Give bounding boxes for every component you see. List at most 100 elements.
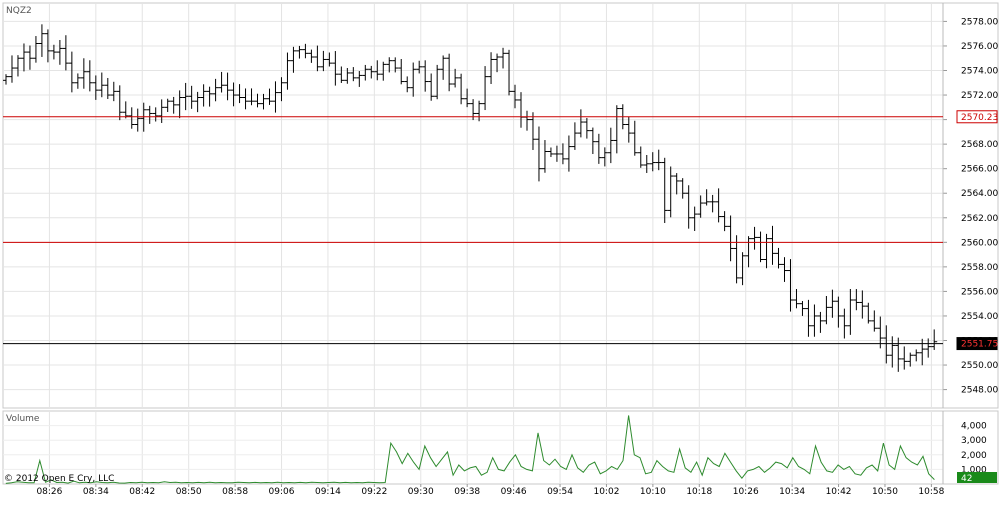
ohlc-bar bbox=[541, 140, 548, 173]
time-tick-label: 09:38 bbox=[454, 487, 480, 497]
ohlc-bar bbox=[356, 71, 363, 87]
ohlc-bar bbox=[230, 82, 237, 107]
ohlc-bar bbox=[410, 62, 417, 97]
ohlc-bar bbox=[416, 60, 423, 74]
ohlc-bar bbox=[637, 146, 644, 168]
ohlc-bar bbox=[56, 39, 63, 65]
ohlc-bar bbox=[907, 352, 914, 367]
ohlc-bar bbox=[188, 85, 195, 109]
ohlc-bar bbox=[332, 51, 339, 86]
ohlc-bar bbox=[613, 105, 620, 154]
time-tick-label: 10:18 bbox=[686, 487, 712, 497]
ohlc-bar bbox=[565, 135, 572, 172]
ohlc-bar bbox=[368, 65, 375, 79]
time-tick-label: 10:10 bbox=[640, 487, 666, 497]
ohlc-bar bbox=[805, 299, 812, 337]
ohlc-bar bbox=[278, 77, 285, 102]
price-label-box bbox=[956, 110, 998, 124]
ohlc-bar bbox=[14, 55, 21, 77]
ohlc-bar bbox=[488, 52, 495, 84]
ohlc-bar bbox=[284, 52, 291, 90]
ohlc-bar bbox=[104, 77, 111, 99]
ohlc-bar bbox=[320, 50, 327, 72]
ohlc-bar bbox=[314, 45, 321, 72]
volume-tick-label: 4,000 bbox=[961, 422, 987, 432]
price-tick-label: 2568.00 bbox=[961, 140, 998, 150]
ohlc-bar bbox=[769, 225, 776, 265]
ohlc-bar bbox=[529, 112, 536, 150]
ohlc-bar bbox=[847, 288, 854, 335]
ohlc-bar bbox=[152, 107, 159, 122]
ohlc-bar bbox=[877, 316, 884, 349]
ohlc-bar bbox=[901, 346, 908, 370]
ohlc-bar bbox=[925, 338, 932, 358]
ohlc-bar bbox=[422, 60, 429, 92]
ohlc-bar bbox=[428, 73, 435, 101]
ohlc-bar bbox=[745, 236, 752, 268]
ohlc-bar bbox=[661, 157, 668, 223]
ohlc-bar bbox=[883, 325, 890, 364]
time-tick-label: 10:42 bbox=[826, 487, 852, 497]
ohlc-bar bbox=[871, 310, 878, 332]
price-tick-label: 2556.00 bbox=[961, 287, 998, 297]
time-tick-label: 10:58 bbox=[918, 487, 944, 497]
copyright-text: © 2012 Open E Cry, LLC bbox=[4, 474, 114, 484]
ohlc-bar bbox=[50, 44, 57, 60]
ohlc-bar bbox=[392, 57, 399, 73]
ohlc-bar bbox=[98, 72, 105, 98]
volume-tick-label: 1,000 bbox=[961, 465, 987, 475]
price-tick-label: 2566.00 bbox=[961, 165, 998, 175]
price-label-text: 2551.75 bbox=[961, 340, 998, 350]
ohlc-bar bbox=[649, 152, 656, 172]
ohlc-bar bbox=[116, 85, 123, 121]
ohlc-bar bbox=[200, 84, 207, 107]
ohlc-bar bbox=[601, 147, 608, 167]
ohlc-bar bbox=[398, 58, 405, 85]
price-tick-label: 2548.00 bbox=[961, 386, 998, 396]
ohlc-bar bbox=[595, 133, 602, 164]
ohlc-bar bbox=[242, 88, 249, 110]
ohlc-bar bbox=[386, 57, 393, 73]
price-label-text: 2570.23 bbox=[961, 113, 998, 123]
ohlc-bar bbox=[74, 73, 81, 89]
ohlc-bar bbox=[631, 120, 638, 156]
price-tick-label: 2554.00 bbox=[961, 312, 998, 322]
ohlc-bar bbox=[302, 43, 309, 59]
time-tick-label: 08:58 bbox=[222, 487, 248, 497]
ohlc-bar bbox=[86, 60, 93, 92]
ohlc-bar bbox=[889, 336, 896, 368]
ohlc-bar bbox=[865, 302, 872, 324]
time-tick-label: 09:46 bbox=[501, 487, 527, 497]
ohlc-bar bbox=[254, 93, 261, 108]
ohlc-bar bbox=[697, 195, 704, 218]
time-tick-label: 08:26 bbox=[36, 487, 62, 497]
ohlc-bar bbox=[727, 215, 734, 262]
volume-pane-frame bbox=[2, 410, 999, 485]
price-pane-frame bbox=[2, 2, 999, 409]
volume-tick-label: 2,000 bbox=[961, 451, 987, 461]
price-tick-label: 2550.00 bbox=[961, 361, 998, 371]
price-tick-label: 2578.00 bbox=[961, 17, 998, 27]
ohlc-bar bbox=[218, 71, 225, 93]
ohlc-bar bbox=[224, 72, 231, 101]
ohlc-bar bbox=[308, 49, 315, 63]
ohlc-bar bbox=[164, 98, 171, 112]
ohlc-bar bbox=[482, 66, 489, 111]
time-tick-label: 09:06 bbox=[269, 487, 295, 497]
time-tick-label: 09:14 bbox=[315, 487, 341, 497]
ohlc-bar bbox=[853, 289, 860, 311]
ohlc-bar bbox=[703, 189, 710, 206]
price-tick-label: 2572.00 bbox=[961, 91, 998, 101]
ohlc-bar bbox=[913, 349, 920, 362]
ohlc-bar bbox=[452, 68, 459, 88]
ohlc-bar bbox=[715, 188, 722, 223]
price-tick-label: 2564.00 bbox=[961, 189, 998, 199]
volume-pane-title: Volume bbox=[6, 414, 40, 424]
time-tick-label: 10:34 bbox=[779, 487, 805, 497]
ohlc-bar bbox=[362, 64, 369, 81]
ohlc-bar bbox=[380, 61, 387, 81]
ohlc-bar bbox=[62, 35, 69, 71]
ohlc-bar bbox=[290, 46, 297, 73]
